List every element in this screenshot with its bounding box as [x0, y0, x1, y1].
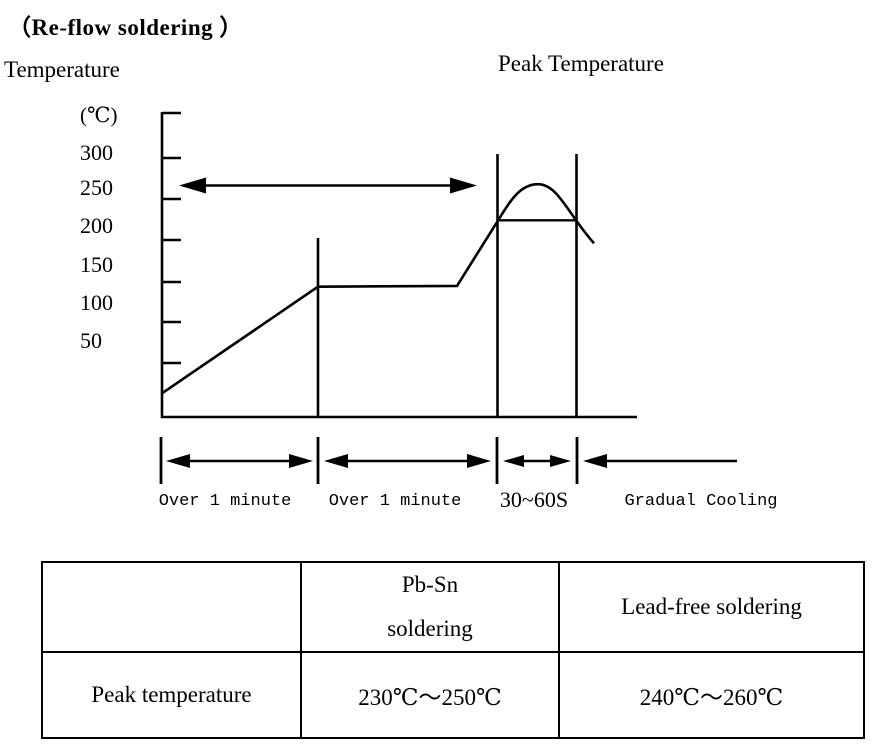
y-tick-label-300: 300 — [80, 140, 113, 165]
segment-arrow-reflow — [503, 455, 571, 467]
profile-chart-canvas — [159, 111, 737, 484]
label-soak-duration: Over 1 minute — [328, 492, 462, 511]
row-label-peak-temperature: Peak temperature — [43, 651, 300, 737]
timeline — [159, 437, 737, 484]
segment-arrow-soak — [324, 454, 491, 468]
y-tick-label-250: 250 — [80, 175, 113, 200]
value-leadfree-peak-range: 240℃～260℃ — [558, 651, 863, 737]
segment-arrow-cooling — [583, 454, 737, 468]
table-header-leadfree-soldering: Lead-free soldering — [558, 563, 863, 651]
label-preheat-duration: Over 1 minute — [158, 492, 292, 511]
pbsn-header-line2: soldering — [387, 616, 473, 641]
y-axis-title: Temperature — [4, 57, 120, 82]
y-tick-label-100: 100 — [80, 290, 113, 315]
y-tick-label-150: 150 — [80, 252, 113, 277]
peak-temperature-table: Pb-Sn soldering Lead-free soldering Peak… — [41, 561, 865, 739]
y-axis-ticks — [162, 111, 181, 365]
segment-arrow-preheat — [166, 454, 313, 468]
timeline-dividers — [159, 437, 579, 484]
table-header-pbsn-soldering: Pb-Sn soldering — [300, 563, 558, 651]
value-pbsn-peak-range: 230℃～250℃ — [300, 651, 558, 737]
peak-temperature-annotation: Peak Temperature — [498, 51, 664, 76]
pbsn-header-line1: Pb-Sn — [401, 572, 459, 597]
page-title: （Re-flow soldering ） — [8, 15, 243, 40]
label-reflow-duration: 30~60S — [499, 487, 569, 512]
y-tick-label-200: 200 — [80, 213, 113, 238]
temperature-profile-curve — [161, 182, 595, 395]
label-cooling: Gradual Cooling — [624, 492, 778, 511]
y-axis-unit-label: (℃) — [80, 103, 118, 127]
table-header-empty-cell — [43, 563, 300, 651]
range-arrow-250c — [179, 177, 477, 194]
y-tick-label-50: 50 — [80, 328, 102, 353]
